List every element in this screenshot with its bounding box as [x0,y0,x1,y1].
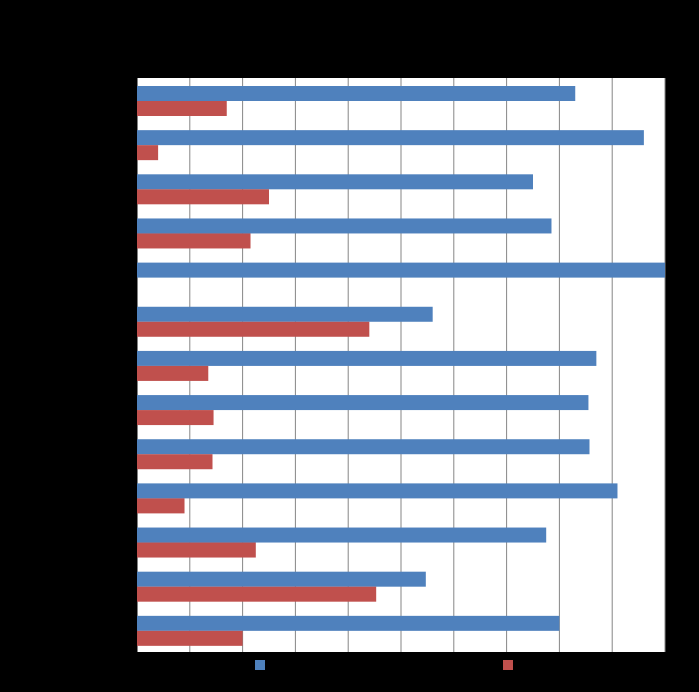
bar-series-1 [137,306,433,322]
bar-series-1 [137,571,426,587]
bar-series-1 [137,395,589,411]
bar-series-1 [137,527,547,543]
bar-series-2 [137,145,159,161]
bar-series-1 [137,86,576,101]
legend-swatch [503,660,513,670]
bar-series-1 [137,218,552,234]
bar-series-2 [137,630,243,646]
bar-series-1 [137,615,560,631]
bar-series-2 [137,233,251,249]
bar-series-2 [137,101,227,116]
plot-area [132,73,666,653]
bar-series-2 [137,321,370,337]
bar-series-2 [137,498,185,514]
bar-series-2 [137,586,377,602]
bar-series-1 [137,350,597,366]
bar-series-2 [137,365,209,381]
bar-series-1 [137,262,665,278]
legend-item-series-1 [255,660,265,670]
bar-series-1 [137,483,618,499]
legend [255,660,513,670]
bar-series-2 [137,189,269,205]
bar-series-2 [137,542,256,558]
bar-series-1 [137,439,590,455]
bar-series-1 [137,130,644,146]
bar-series-1 [137,174,533,190]
bar-series-2 [137,410,214,426]
bar-series-2 [137,454,213,470]
legend-swatch [255,660,265,670]
legend-item-series-2 [503,660,513,670]
